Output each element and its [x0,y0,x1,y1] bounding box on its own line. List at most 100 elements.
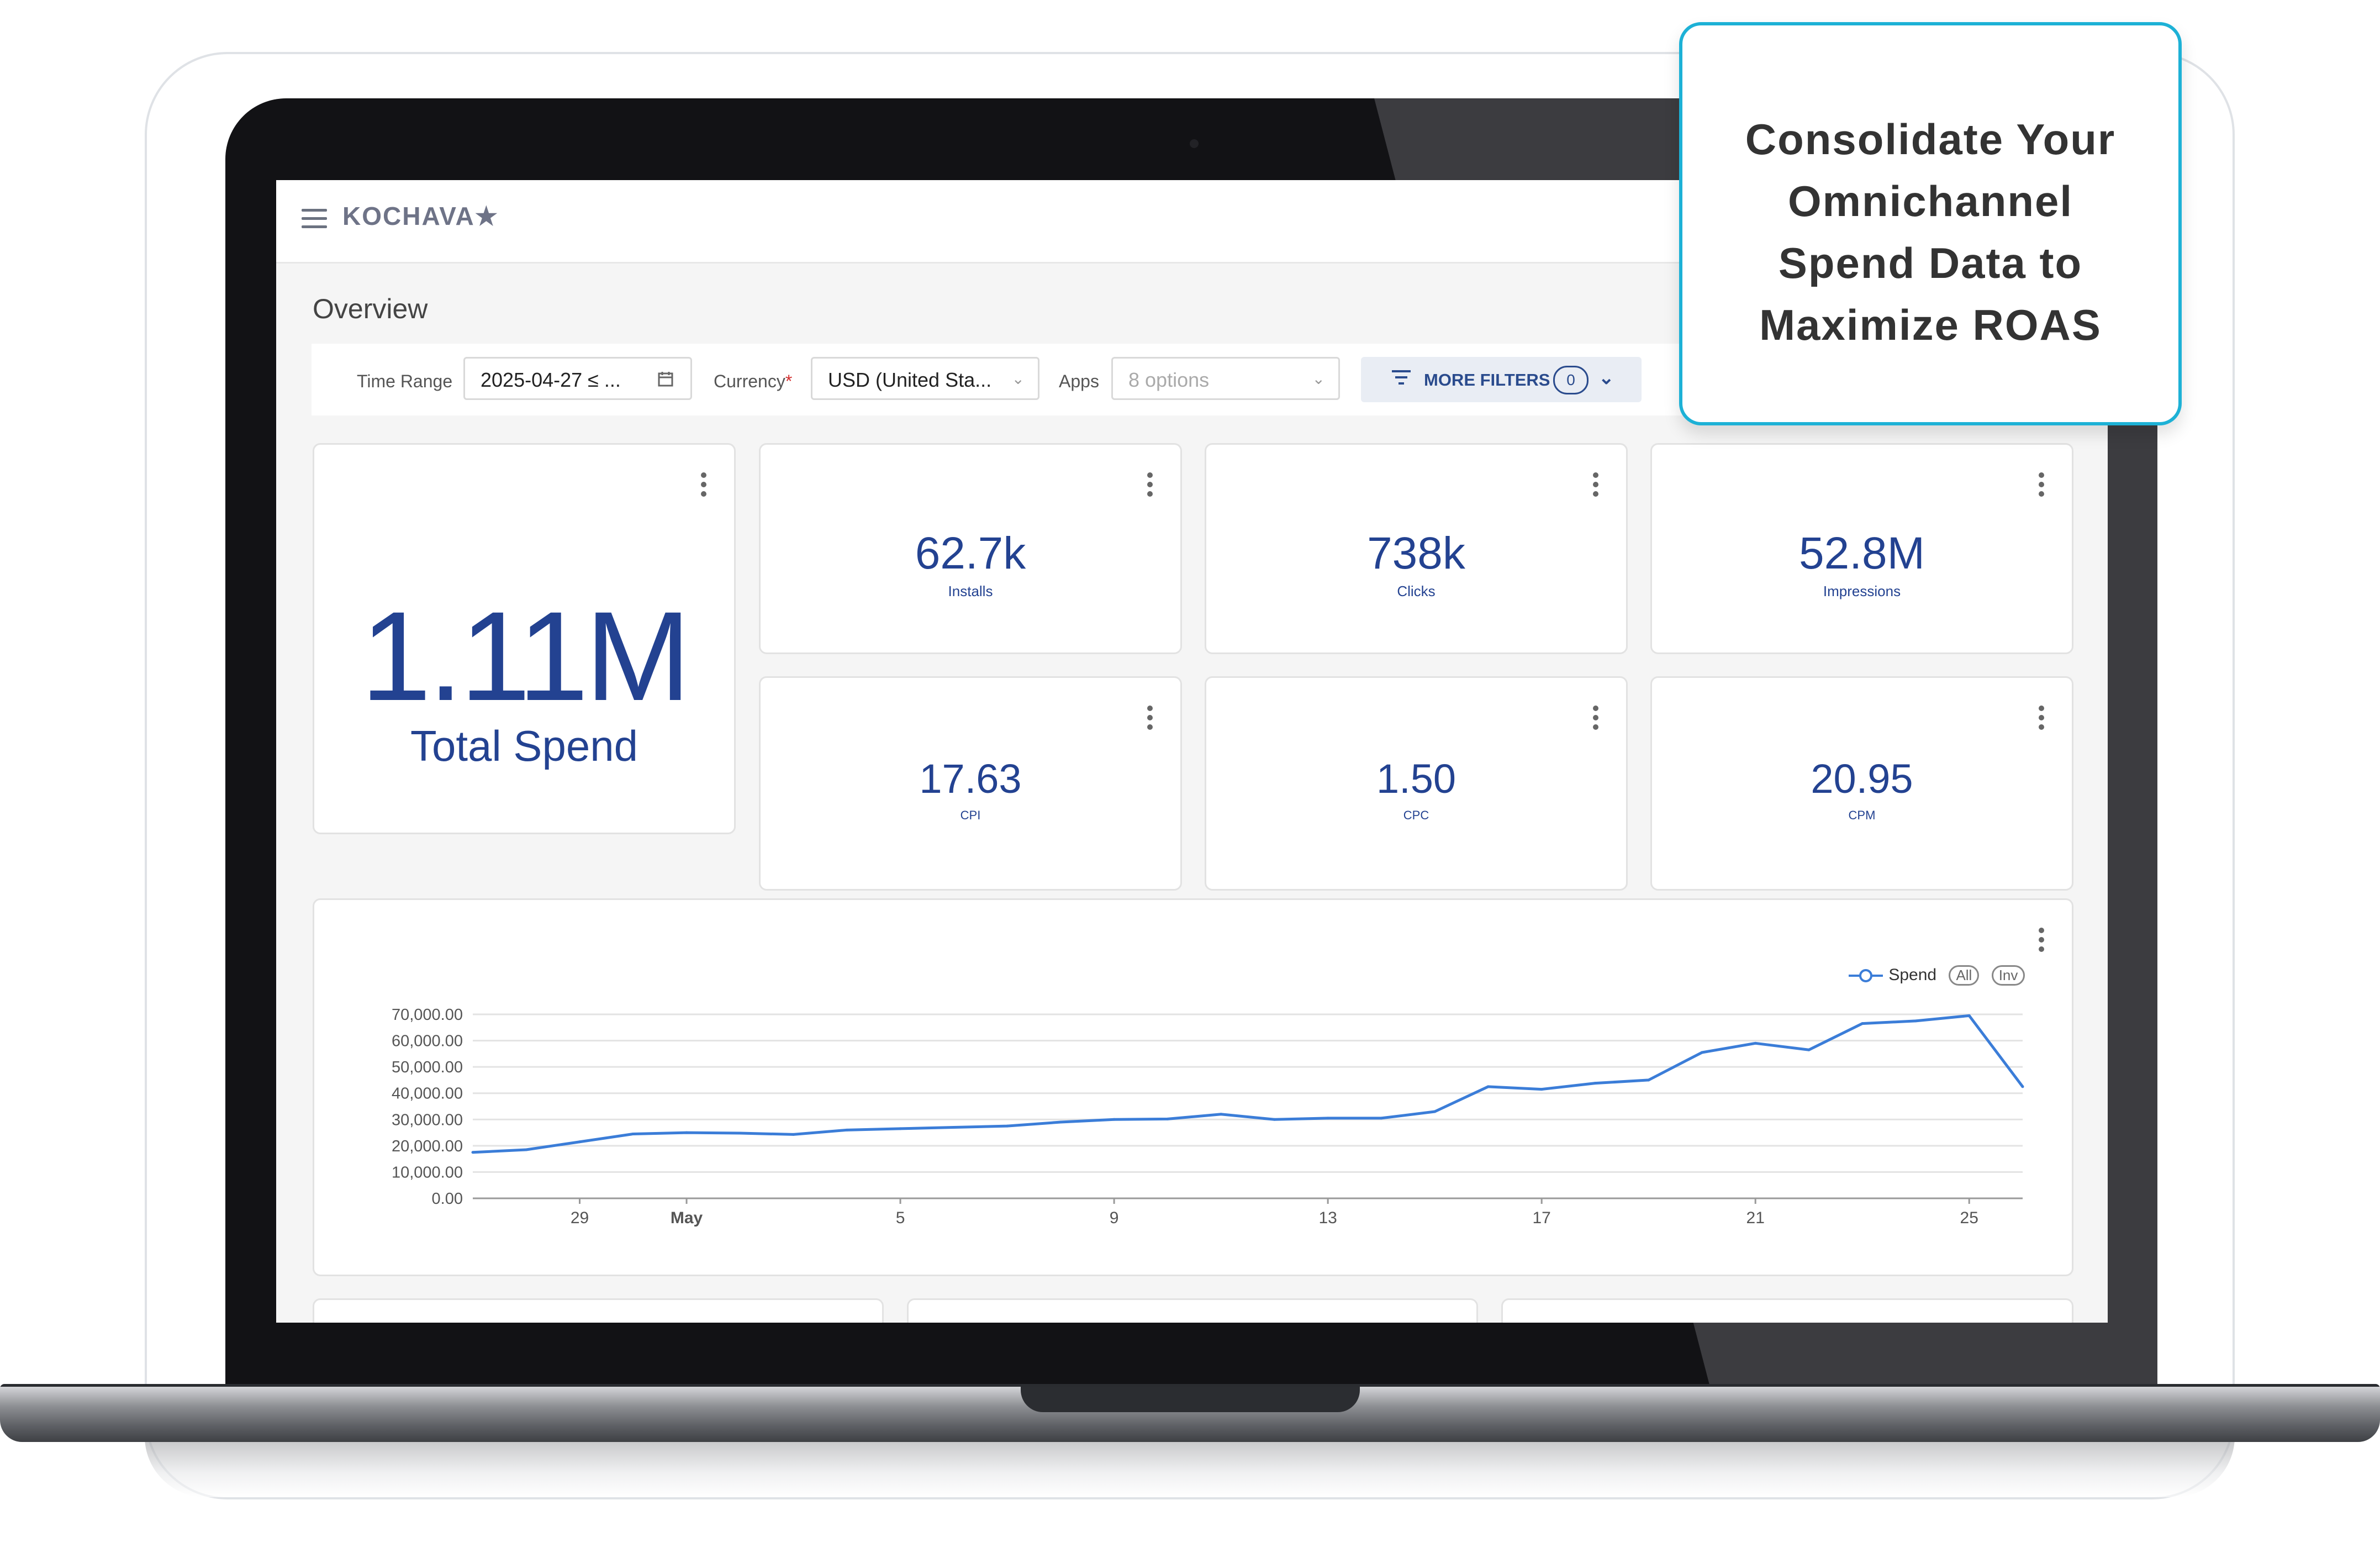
spend-line-chart: 70,000.00 60,000.00 50,000.00 40,000.00 30,0… [392,1006,2024,1227]
currency-select[interactable]: USD (United Sta... ⌄ [811,357,1039,400]
laptop-base-shadow [145,1436,2235,1497]
kpi-tile-impressions: 52.8M Impressions [1650,443,2073,654]
data-point [1326,1117,1329,1120]
legend-all-toggle[interactable]: All [1949,965,1980,986]
legend-inv-toggle[interactable]: Inv [1991,965,2025,986]
kpi-label: Clicks [1397,583,1436,599]
callout-line: Maximize ROAS [1759,301,2102,349]
y-tick-label: 20,000.00 [392,1138,463,1155]
data-point [899,1127,902,1130]
data-point [738,1131,742,1135]
data-point [1486,1085,1490,1088]
brand-name: KOCHAVA [342,202,475,230]
legend-line-icon [1849,969,1883,983]
kpi-tile-cpm: 20.95 CPM [1650,676,2073,891]
data-point [471,1151,474,1154]
spend-series-line [472,1014,2024,1154]
chart-legend: Spend All Inv [1848,965,2025,986]
data-point [1540,1088,1543,1091]
chevron-down-icon: ⌄ [1598,367,1614,388]
bottom-card [1501,1298,2073,1323]
kpi-label: CPI [960,808,981,822]
x-tick-label: 17 [1532,1209,1550,1227]
more-options-icon[interactable] [1147,706,1153,734]
more-filters-label: MORE FILTERS [1424,370,1550,390]
callout-line: Omnichannel [1787,177,2073,225]
promo-callout: Consolidate Your Omnichannel Spend Data … [1679,22,2182,425]
data-point [685,1131,688,1134]
brand-logo[interactable]: KOCHAVA★ [342,201,499,231]
time-range-label: Time Range [357,371,453,391]
data-point [792,1133,795,1136]
more-options-icon[interactable] [2039,928,2044,956]
menu-icon[interactable] [302,209,327,229]
y-tick-label: 0.00 [432,1190,463,1208]
chevron-down-icon: ⌄ [1312,370,1325,387]
data-point [1273,1118,1276,1121]
y-tick-label: 10,000.00 [392,1164,463,1181]
data-point [2021,1085,2024,1088]
total-spend-card: 1.11M Total Spend [313,443,736,834]
time-range-field[interactable]: 2025-04-27 ≤ ... [463,357,692,400]
camera-icon [1190,139,1199,148]
data-point [1754,1041,1757,1045]
data-point [1700,1051,1703,1054]
data-point [1433,1110,1437,1113]
x-tick-label: 25 [1960,1209,1978,1227]
data-point [952,1126,956,1129]
bottom-card [907,1298,1478,1323]
data-point [1861,1022,1864,1025]
bottom-card [313,1298,884,1323]
currency-value: USD (United Sta... [828,369,992,391]
more-options-icon[interactable] [2039,706,2044,734]
apps-placeholder: 8 options [1128,369,1210,391]
laptop-notch [1021,1387,1360,1412]
kpi-value: 17.63 [919,756,1022,802]
x-tick-label: 29 [571,1209,589,1227]
x-tick-label: May [671,1209,703,1227]
filter-icon [1392,370,1411,388]
data-point [1112,1118,1116,1121]
y-tick-label: 50,000.00 [392,1059,463,1076]
kpi-value: 1.50 [1376,756,1457,802]
data-point [1166,1117,1169,1120]
chevron-down-icon: ⌄ [1011,370,1025,387]
data-point [578,1140,582,1144]
apps-select[interactable]: 8 options ⌄ [1111,357,1340,400]
kpi-tile-installs: 62.7k Installs [759,443,1182,654]
apps-label: Apps [1059,371,1099,391]
more-options-icon[interactable] [1593,472,1598,501]
page-title: Overview [313,293,428,324]
calendar-icon[interactable] [657,371,674,387]
data-point [631,1132,635,1135]
total-spend-value: 1.11M [360,585,691,727]
more-options-icon[interactable] [2039,472,2044,501]
kpi-value: 62.7k [915,528,1026,578]
filter-count-badge: 0 [1553,366,1589,394]
more-options-icon[interactable] [1593,706,1598,734]
data-point [1914,1019,1917,1023]
kpi-tile-cpc: 1.50 CPC [1205,676,1628,891]
more-options-icon[interactable] [701,472,706,501]
data-point [1807,1048,1811,1051]
x-tick-label: 13 [1318,1209,1337,1227]
currency-label: Currency* [714,371,793,391]
data-point [525,1148,528,1151]
kpi-label: Impressions [1823,583,1901,599]
data-point [1380,1117,1383,1120]
data-point [1059,1120,1062,1124]
data-point [1006,1124,1009,1128]
more-options-icon[interactable] [1147,472,1153,501]
kpi-value: 738k [1367,528,1465,578]
more-filters-button[interactable]: MORE FILTERS 0 ⌄ [1361,357,1642,402]
x-tick-label: 5 [896,1209,905,1227]
kpi-tile-clicks: 738k Clicks [1205,443,1628,654]
y-tick-label: 60,000.00 [392,1033,463,1050]
data-point [845,1128,848,1131]
kpi-value: 52.8M [1799,528,1925,578]
legend-series-label[interactable]: Spend [1888,966,1937,984]
spend-chart-card: Spend All Inv 70,000.00 60,000.00 50,000.0… [313,898,2073,1276]
total-spend-label: Total Spend [410,722,638,770]
kpi-label: Installs [948,583,993,599]
data-point [1967,1014,1971,1017]
